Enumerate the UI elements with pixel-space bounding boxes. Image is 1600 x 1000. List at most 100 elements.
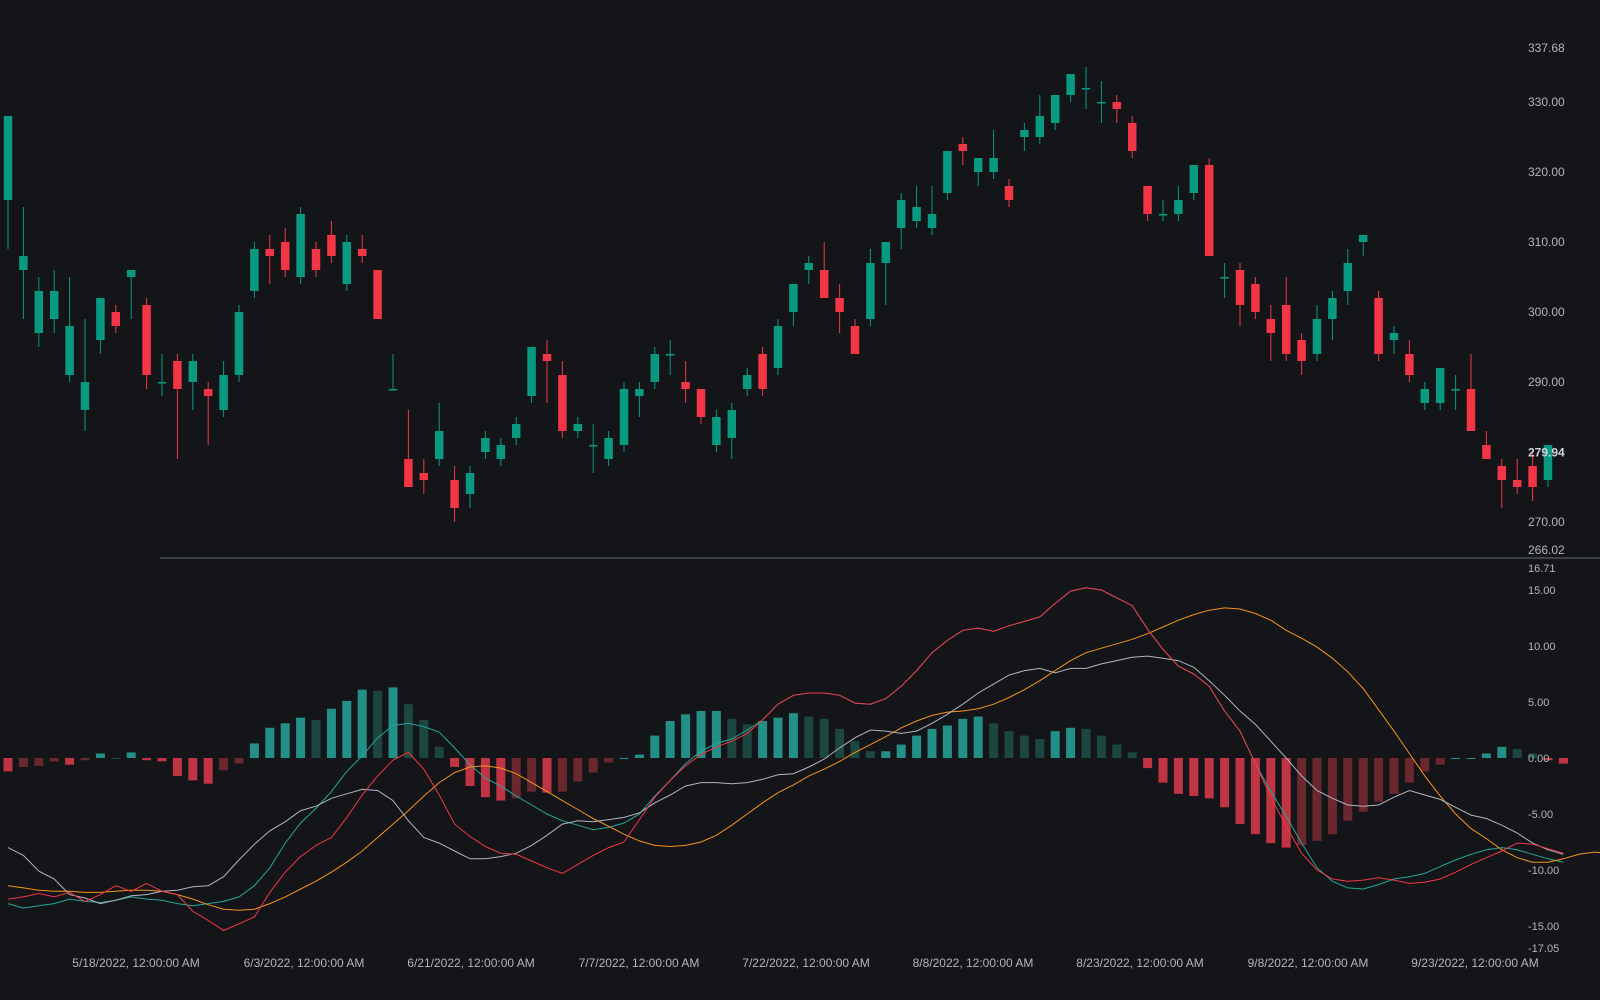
candle[interactable]: [1066, 74, 1075, 102]
candle[interactable]: [712, 410, 721, 452]
price-pane[interactable]: [3, 67, 1553, 522]
candle[interactable]: [219, 361, 228, 417]
candle[interactable]: [96, 298, 105, 354]
candle[interactable]: [527, 347, 536, 403]
candle[interactable]: [1158, 200, 1168, 221]
price-axis[interactable]: 337.68 330.00 320.00 310.00 300.00 290.00 279.…: [1528, 41, 1565, 557]
candle[interactable]: [727, 403, 737, 459]
candle[interactable]: [866, 249, 875, 326]
candle[interactable]: [296, 207, 305, 284]
candle[interactable]: [1343, 249, 1353, 305]
candle[interactable]: [558, 361, 567, 438]
candle[interactable]: [542, 340, 552, 403]
candle[interactable]: [465, 466, 475, 508]
candle[interactable]: [789, 284, 798, 326]
candle[interactable]: [34, 277, 44, 347]
candle[interactable]: [1220, 263, 1229, 298]
candle[interactable]: [650, 347, 660, 389]
candle[interactable]: [1512, 459, 1522, 494]
time-axis[interactable]: 5/18/2022, 12:00:00 AM 6/3/2022, 12:00:00…: [72, 956, 1538, 970]
candle[interactable]: [450, 466, 459, 522]
candle[interactable]: [573, 417, 583, 438]
candle[interactable]: [1389, 326, 1399, 354]
candle[interactable]: [1266, 305, 1276, 361]
candle[interactable]: [1328, 291, 1337, 340]
candle[interactable]: [665, 340, 675, 375]
candle[interactable]: [973, 158, 983, 186]
candle[interactable]: [958, 137, 968, 165]
candle[interactable]: [1050, 95, 1060, 130]
candle[interactable]: [511, 417, 521, 445]
candle[interactable]: [1466, 354, 1476, 431]
candle[interactable]: [835, 284, 844, 333]
candle[interactable]: [1235, 263, 1245, 326]
candle[interactable]: [1281, 277, 1291, 361]
candle[interactable]: [943, 151, 952, 200]
candle[interactable]: [1482, 431, 1491, 459]
candle[interactable]: [989, 130, 998, 179]
candle[interactable]: [696, 389, 706, 424]
candle[interactable]: [388, 354, 398, 391]
candle[interactable]: [311, 242, 321, 277]
candle[interactable]: [927, 186, 937, 235]
candle[interactable]: [234, 305, 244, 382]
orange-line[interactable]: [7, 607, 1600, 911]
candle[interactable]: [1127, 116, 1137, 158]
candle[interactable]: [681, 361, 690, 403]
candle[interactable]: [1312, 305, 1322, 361]
candle[interactable]: [173, 354, 182, 459]
candle[interactable]: [619, 382, 629, 452]
candle[interactable]: [419, 459, 429, 494]
candle[interactable]: [1435, 368, 1445, 410]
candle[interactable]: [1405, 340, 1414, 382]
candle[interactable]: [758, 347, 767, 396]
candle[interactable]: [588, 424, 598, 473]
candle[interactable]: [203, 382, 213, 445]
candle[interactable]: [881, 242, 891, 305]
candle[interactable]: [1112, 95, 1122, 123]
candle[interactable]: [280, 228, 290, 277]
candle[interactable]: [1035, 95, 1045, 144]
candle[interactable]: [1497, 459, 1507, 508]
candle[interactable]: [1081, 67, 1091, 109]
candle[interactable]: [1420, 382, 1430, 410]
candle[interactable]: [142, 298, 151, 389]
red-line[interactable]: [7, 587, 1564, 932]
candle[interactable]: [1189, 165, 1199, 200]
candle[interactable]: [126, 270, 136, 319]
candle[interactable]: [1451, 375, 1460, 410]
candle[interactable]: [481, 431, 490, 459]
candle[interactable]: [896, 193, 906, 249]
candle[interactable]: [1297, 333, 1306, 375]
candle[interactable]: [804, 256, 814, 284]
candle[interactable]: [1097, 81, 1106, 123]
candle[interactable]: [1143, 186, 1152, 221]
candle[interactable]: [357, 235, 367, 263]
candle[interactable]: [1004, 179, 1014, 207]
candle[interactable]: [111, 305, 121, 333]
candle[interactable]: [80, 319, 90, 431]
candle[interactable]: [1528, 452, 1537, 501]
gray-line[interactable]: [7, 655, 1564, 905]
candle[interactable]: [188, 354, 198, 410]
candle[interactable]: [434, 403, 444, 466]
candle[interactable]: [604, 431, 613, 466]
candle[interactable]: [19, 207, 28, 319]
candle[interactable]: [496, 438, 506, 466]
candle[interactable]: [850, 319, 860, 354]
candle[interactable]: [1374, 291, 1383, 361]
candle[interactable]: [1251, 277, 1260, 319]
candle[interactable]: [742, 368, 752, 396]
oscillator-pane[interactable]: [3, 587, 1600, 932]
candle[interactable]: [1543, 445, 1553, 487]
candle[interactable]: [49, 270, 59, 333]
oscillator-axis[interactable]: 16.71 15.00 10.00 5.00 0.00 -5.00 -10.00 -15.00…: [1528, 563, 1559, 955]
candle[interactable]: [373, 270, 382, 319]
candle[interactable]: [265, 235, 275, 284]
candle[interactable]: [1020, 123, 1029, 151]
candle[interactable]: [3, 116, 13, 249]
candle[interactable]: [342, 235, 352, 291]
candle[interactable]: [157, 354, 167, 396]
candle[interactable]: [819, 242, 829, 298]
